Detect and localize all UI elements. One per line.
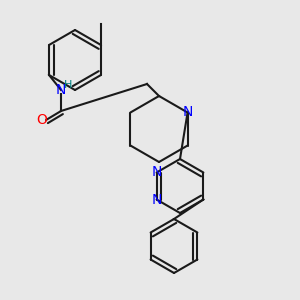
Text: N: N [152, 193, 162, 206]
Text: O: O [36, 113, 47, 127]
Text: N: N [152, 166, 162, 179]
Text: N: N [56, 83, 66, 97]
Text: H: H [64, 80, 73, 91]
Text: N: N [182, 106, 193, 119]
